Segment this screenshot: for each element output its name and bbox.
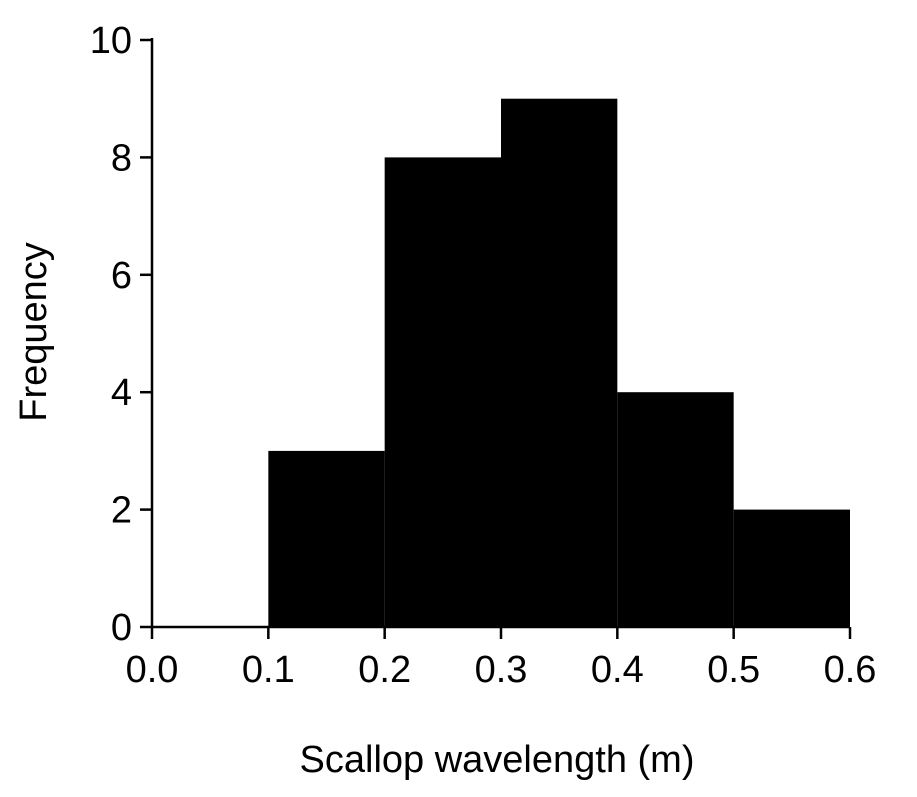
y-tick-label: 4 [111, 372, 132, 414]
bar-1 [268, 450, 385, 627]
y-tick-label: 10 [90, 20, 132, 62]
bars-group [268, 98, 850, 627]
bar-5 [733, 509, 850, 627]
x-tick-label: 0.4 [591, 649, 644, 691]
x-tick-label: 0.6 [824, 649, 877, 691]
bar-3 [501, 98, 618, 627]
bar-4 [617, 392, 734, 627]
y-tick-label: 0 [111, 607, 132, 649]
x-tick-label: 0.0 [126, 649, 179, 691]
ticks-group: 0.0 0.1 0.2 0.3 0.4 0.5 0.6 0 2 4 6 8 10 [90, 20, 877, 691]
bar-2 [384, 157, 501, 627]
x-axis-title: Scallop wavelength (m) [300, 739, 695, 781]
x-tick-label: 0.1 [242, 649, 295, 691]
y-tick-label: 6 [111, 255, 132, 297]
x-tick-label: 0.3 [475, 649, 528, 691]
y-tick-label: 2 [111, 490, 132, 532]
x-tick-label: 0.2 [358, 649, 411, 691]
x-tick-label: 0.5 [707, 649, 760, 691]
y-tick-label: 8 [111, 137, 132, 179]
y-axis-title: Frequency [13, 242, 55, 422]
